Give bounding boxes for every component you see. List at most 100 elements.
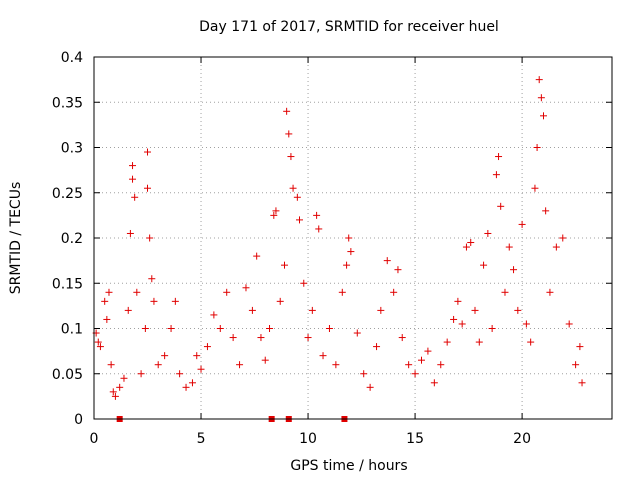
data-point — [146, 234, 154, 242]
data-point — [360, 370, 368, 378]
data-point — [510, 266, 518, 274]
data-point — [531, 184, 539, 192]
data-point — [454, 297, 462, 305]
data-point — [398, 334, 406, 342]
data-point — [171, 297, 179, 305]
data-point — [197, 365, 205, 373]
data-point — [253, 252, 261, 260]
data-point — [101, 297, 109, 305]
data-point — [293, 193, 301, 201]
data-point — [182, 383, 190, 391]
y-tick-label: 0.05 — [52, 367, 83, 383]
x-tick-label: 15 — [406, 431, 424, 447]
data-point — [505, 243, 513, 251]
data-point — [129, 175, 137, 183]
data-point — [373, 343, 381, 351]
data-point — [533, 144, 541, 151]
data-point — [236, 361, 244, 369]
axis-tick-labels: 0 0.05 0.1 0.15 0.2 0.25 0.3 0.35 0.4 0 5 10 15 20 — [52, 50, 531, 447]
data-point — [462, 243, 470, 251]
data-point — [137, 370, 145, 378]
data-point — [572, 361, 580, 369]
data-point — [345, 234, 353, 242]
data-point — [467, 239, 475, 247]
data-point — [390, 288, 398, 296]
data-point — [111, 392, 119, 400]
data-point — [430, 379, 438, 387]
data-point — [578, 379, 586, 387]
grid-lines — [94, 57, 612, 419]
data-point — [492, 171, 500, 179]
data-point — [304, 334, 312, 342]
data-point — [144, 184, 152, 192]
data-point — [124, 306, 132, 314]
data-point — [308, 306, 316, 314]
data-point — [285, 130, 293, 138]
data-point — [537, 94, 545, 102]
data-point — [287, 153, 295, 161]
data-point — [161, 352, 169, 360]
y-axis-label: SRMTID / TECUs — [8, 182, 24, 295]
data-point — [471, 306, 479, 314]
data-point — [424, 347, 432, 355]
data-point — [295, 216, 303, 224]
y-tick-label: 0.3 — [61, 141, 83, 157]
data-point — [289, 184, 297, 192]
data-point — [484, 229, 492, 237]
y-tick-label: 0.35 — [52, 95, 83, 111]
data-point — [257, 334, 265, 342]
data-point — [325, 325, 333, 332]
x-tick-label: 5 — [197, 431, 206, 447]
data-point — [527, 338, 535, 346]
data-point — [552, 243, 560, 251]
data-point — [229, 334, 237, 342]
data-point — [495, 153, 503, 161]
data-point — [120, 374, 128, 382]
data-point — [405, 361, 413, 369]
data-point — [518, 220, 526, 228]
data-point — [565, 320, 573, 328]
data-point — [223, 288, 231, 296]
y-tick-label: 0.25 — [52, 186, 83, 202]
data-point — [319, 352, 327, 360]
data-point — [148, 275, 156, 283]
data-points — [92, 76, 586, 422]
data-point — [210, 311, 218, 319]
data-point — [559, 234, 567, 242]
x-axis-label: GPS time / hours — [290, 458, 407, 474]
data-point — [443, 338, 451, 346]
data-point — [347, 248, 355, 256]
data-point — [450, 315, 458, 323]
data-point — [266, 325, 274, 332]
data-point — [242, 284, 250, 292]
data-point — [313, 211, 321, 219]
x-tick-label: 0 — [90, 431, 99, 447]
data-point — [96, 343, 104, 351]
data-point — [542, 207, 550, 215]
y-tick-label: 0.15 — [52, 276, 83, 292]
y-tick-label: 0.1 — [61, 322, 83, 338]
data-point — [366, 383, 374, 391]
data-point — [281, 261, 289, 269]
data-point — [167, 325, 175, 332]
data-point — [576, 343, 584, 351]
data-point — [193, 352, 201, 360]
data-point — [270, 211, 278, 219]
data-point — [501, 288, 509, 296]
data-point — [272, 207, 280, 215]
data-point — [94, 338, 102, 346]
y-tick-label: 0.4 — [61, 50, 83, 66]
data-point — [283, 107, 291, 115]
x-tick-label: 20 — [513, 431, 531, 447]
data-point — [377, 306, 385, 314]
chart-title: Day 171 of 2017, SRMTID for receiver hue… — [199, 19, 499, 35]
data-point — [129, 162, 137, 170]
data-point — [411, 370, 419, 378]
data-point — [480, 261, 488, 269]
data-point — [150, 297, 158, 305]
data-point — [343, 261, 351, 269]
data-point — [475, 338, 483, 346]
data-point — [131, 193, 139, 201]
data-point — [535, 76, 543, 84]
